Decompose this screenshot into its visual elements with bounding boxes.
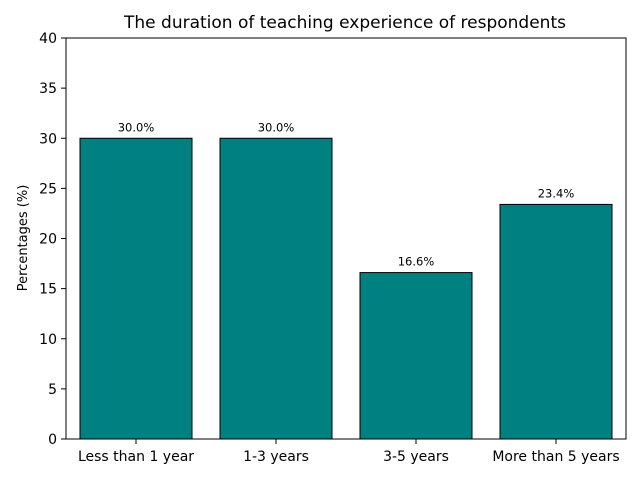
y-tick-label: 10 [39, 332, 57, 348]
y-tick-label: 5 [48, 382, 57, 398]
bar [219, 137, 333, 440]
bars-group: 30.0% 30.0% 16.6% 23.4% [79, 120, 613, 440]
bar [499, 203, 613, 440]
x-tick-label: 3-5 years [383, 449, 449, 465]
y-axis-label: Percentages (%) [16, 185, 31, 292]
y-tick-label: 25 [39, 181, 57, 197]
plot-frame [65, 37, 627, 440]
y-tick-label: 40 [39, 31, 57, 47]
y-tick-label: 0 [48, 432, 57, 448]
y-tick-label: 20 [39, 232, 57, 248]
bar-data-label: 30.0% [258, 120, 295, 134]
x-tick-label: More than 5 years [492, 449, 619, 465]
bar [359, 272, 473, 440]
bar-data-label: 23.4% [538, 186, 575, 200]
x-axis: Less than 1 year 1-3 years 3-5 years More t… [78, 439, 620, 465]
chart-title: The duration of teaching experience of r… [123, 13, 566, 33]
x-tick-label: 1-3 years [243, 449, 309, 465]
x-tick-label: Less than 1 year [78, 449, 194, 465]
bar-data-label: 16.6% [398, 255, 435, 269]
y-tick-label: 15 [39, 282, 57, 298]
bar-data-label: 30.0% [118, 120, 155, 134]
bar [79, 137, 193, 440]
y-tick-label: 30 [39, 131, 57, 147]
y-tick-label: 35 [39, 81, 57, 97]
y-axis: 0 5 10 15 20 25 30 35 40 [39, 31, 66, 448]
